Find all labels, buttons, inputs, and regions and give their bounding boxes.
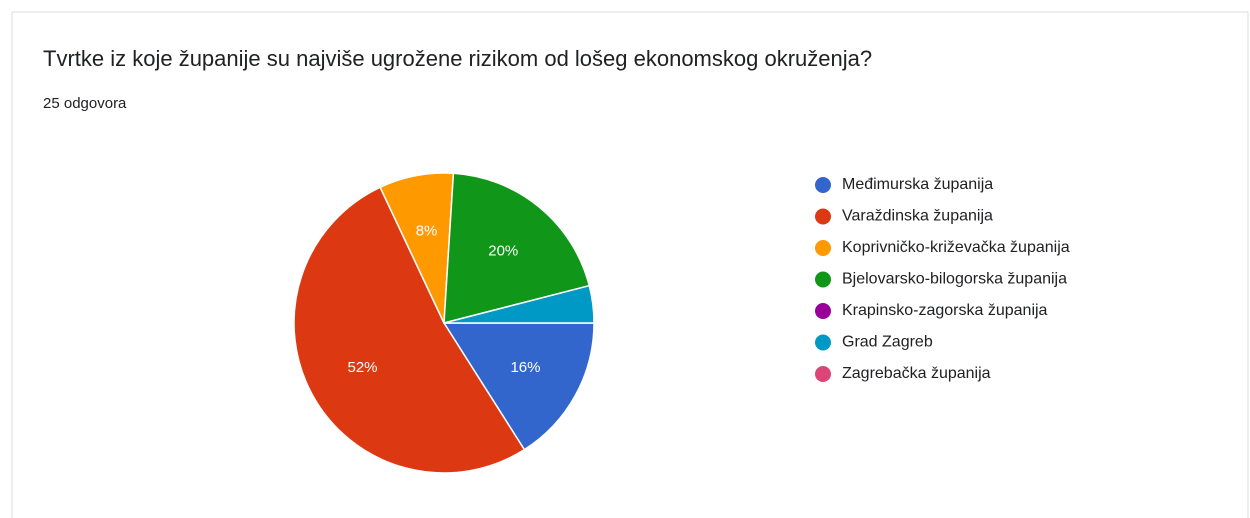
legend-label: Varaždinska županija xyxy=(842,208,993,225)
legend-swatch xyxy=(815,240,831,256)
legend-swatch xyxy=(815,303,831,319)
pie-slice xyxy=(293,186,526,474)
chart-subtitle: 25 odgovora xyxy=(43,95,127,112)
legend-label: Grad Zagreb xyxy=(842,334,933,351)
legend-swatch xyxy=(815,271,831,288)
chart-title: Tvrtke iz koje županije su najviše ugrož… xyxy=(43,46,872,71)
slice-label: 20% xyxy=(488,242,518,259)
legend-label: Međimurska županija xyxy=(842,176,993,193)
slice-label: 16% xyxy=(510,359,540,376)
pie-slice xyxy=(443,284,595,324)
legend-label: Koprivničko-križevačka županija xyxy=(842,239,1070,256)
legend-label: Krapinsko-zagorska županija xyxy=(842,302,1048,319)
card xyxy=(11,11,1249,518)
slice-label: 52% xyxy=(347,359,377,376)
legend-swatch xyxy=(815,177,831,193)
slice-label: 8% xyxy=(416,223,438,240)
pie-slice xyxy=(443,172,591,324)
legend-swatch xyxy=(815,334,831,351)
legend-swatch xyxy=(815,208,831,225)
legend-label: Zagrebačka županija xyxy=(842,365,991,382)
legend-swatch xyxy=(815,366,831,382)
pie-slice xyxy=(442,322,595,451)
legend-label: Bjelovarsko-bilogorska županija xyxy=(842,271,1067,288)
